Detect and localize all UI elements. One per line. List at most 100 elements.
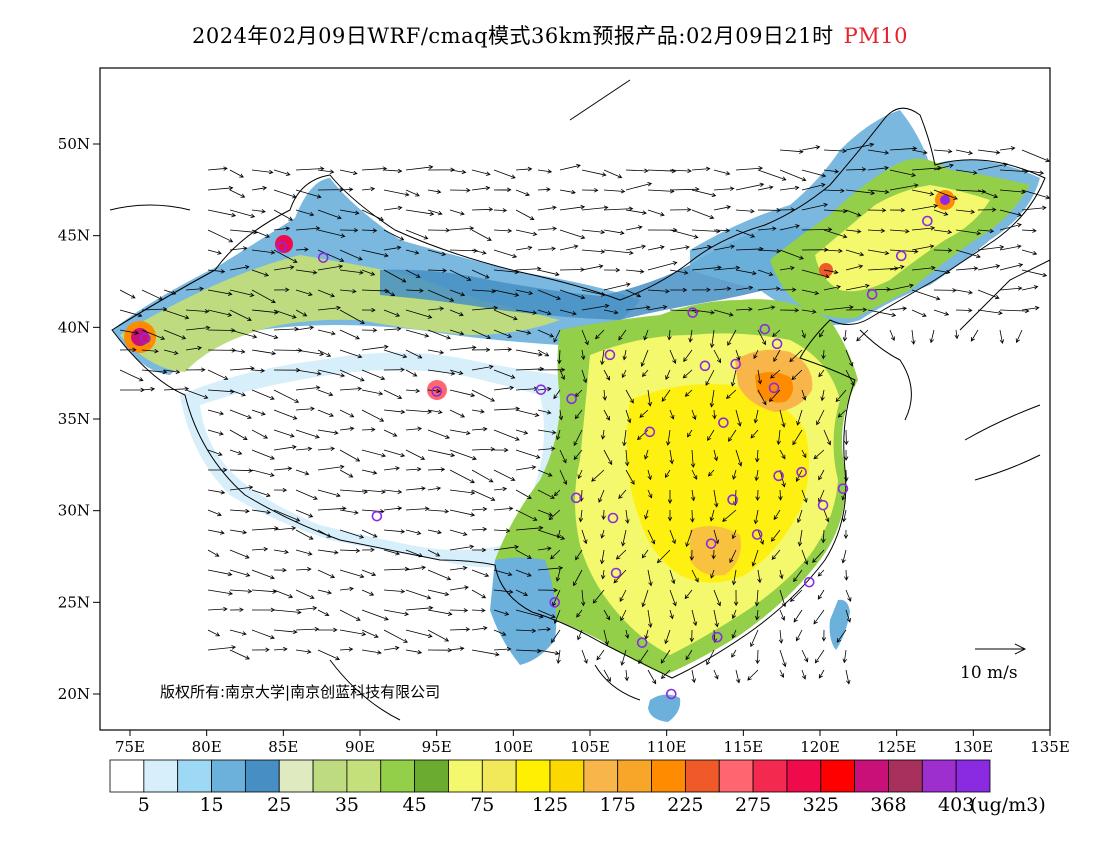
- colorbar-swatch: [684, 759, 720, 793]
- wind-arrow: [229, 246, 248, 251]
- wind-arrow: [207, 429, 224, 436]
- wind-arrow: [757, 185, 774, 191]
- wind-arrow: [537, 349, 550, 357]
- wind-arrow: [537, 429, 557, 435]
- wind-arrow: [273, 567, 287, 573]
- wind-arrow: [339, 409, 355, 418]
- wind-arrow: [185, 389, 209, 399]
- wind-arrow: [119, 289, 136, 299]
- wind-arrow: [801, 289, 820, 296]
- wind-arrow: [207, 409, 224, 416]
- wind-arrow: [537, 565, 564, 571]
- wind-arrow: [735, 269, 757, 276]
- wind-arrow: [449, 226, 475, 231]
- wind-arrow: [405, 269, 421, 278]
- station-marker: [771, 338, 783, 350]
- wind-arrow: [757, 226, 777, 231]
- station-marker: [817, 499, 829, 511]
- wind-arrow: [1021, 305, 1040, 311]
- wind-arrow: [747, 669, 759, 681]
- wind-arrow: [361, 589, 375, 596]
- wind-arrow: [625, 469, 635, 485]
- wind-arrow: [625, 409, 632, 424]
- wind-arrow: [449, 469, 475, 484]
- wind-arrow: [317, 169, 335, 174]
- wind-arrow: [691, 609, 698, 627]
- wind-arrow: [515, 309, 538, 315]
- wind-arrow: [361, 609, 389, 621]
- wind-arrow: [977, 289, 1000, 300]
- wind-arrow: [818, 469, 825, 481]
- wind-arrow: [1021, 169, 1045, 175]
- wind-arrow: [471, 364, 494, 371]
- wind-arrow: [709, 509, 715, 522]
- wind-arrow: [603, 206, 634, 212]
- wind-arrow: [779, 224, 800, 231]
- wind-arrow: [515, 465, 537, 471]
- wind-arrow: [929, 329, 935, 344]
- wind-arrow: [955, 249, 981, 259]
- wind-arrow: [383, 489, 403, 494]
- wind-arrow: [383, 168, 403, 174]
- station-marker: [803, 576, 815, 588]
- wind-arrow: [682, 369, 693, 379]
- wind-arrow: [493, 369, 516, 379]
- wind-arrow: [779, 569, 784, 580]
- wind-arrow: [725, 389, 737, 399]
- wind-arrow: [889, 183, 919, 191]
- wind-arrow: [664, 629, 671, 645]
- wind-arrow: [383, 245, 402, 251]
- wind-arrow: [821, 629, 827, 642]
- wind-arrow: [954, 329, 959, 340]
- wind-arrow: [845, 229, 862, 234]
- wind-arrow: [229, 529, 248, 535]
- wind-arrow: [977, 309, 1003, 316]
- wind-arrow: [515, 329, 532, 335]
- wind-reference: 10 m/s: [960, 643, 1027, 683]
- colorbar-swatch: [278, 759, 314, 793]
- wind-arrow: [621, 529, 627, 547]
- wind-arrow: [670, 287, 688, 293]
- colorbar-swatch: [786, 759, 822, 793]
- wind-arrow: [163, 329, 187, 340]
- wind-arrow: [405, 506, 430, 511]
- wind-arrow: [845, 209, 862, 217]
- wind-arrow: [624, 449, 630, 467]
- wind-arrow: [856, 329, 869, 342]
- wind-arrow: [427, 306, 445, 311]
- colorbar-swatch: [414, 759, 449, 793]
- wind-arrow: [295, 489, 318, 500]
- wind-arrow: [405, 189, 420, 197]
- wind-arrow: [660, 669, 671, 679]
- colorbar-tick-label: 45: [403, 794, 427, 816]
- wind-arrow: [712, 409, 717, 420]
- wind-arrow: [691, 209, 715, 220]
- wind-arrow: [779, 169, 807, 182]
- wind-arrow: [449, 585, 469, 591]
- north-china-core: [755, 371, 794, 403]
- wind-arrow: [660, 649, 671, 664]
- wind-arrow: [768, 389, 781, 403]
- korea-coast: [859, 329, 912, 421]
- wind-arrow: [427, 629, 450, 642]
- wind-arrow: [537, 205, 557, 211]
- wind-arrow: [493, 447, 509, 453]
- wind-arrow: [405, 409, 433, 415]
- wind-arrow: [383, 205, 403, 211]
- wind-arrow: [317, 409, 334, 417]
- colorbar-tick-label: 15: [199, 794, 223, 816]
- wind-arrow: [727, 329, 737, 346]
- colorbar-tick-label: 5: [138, 794, 150, 816]
- wind-arrow: [141, 329, 166, 340]
- wind-arrow: [620, 609, 627, 622]
- wind-arrow: [559, 229, 586, 240]
- wind-arrow: [818, 369, 825, 378]
- xinjiang-green: [120, 255, 560, 372]
- wind-arrow: [493, 609, 510, 616]
- wind-arrow: [683, 349, 693, 362]
- colorbar-tick-label: 35: [335, 794, 359, 816]
- wind-arrow: [207, 369, 229, 380]
- wind-arrow: [251, 329, 279, 340]
- station-marker: [644, 426, 656, 438]
- wind-arrow: [339, 349, 363, 359]
